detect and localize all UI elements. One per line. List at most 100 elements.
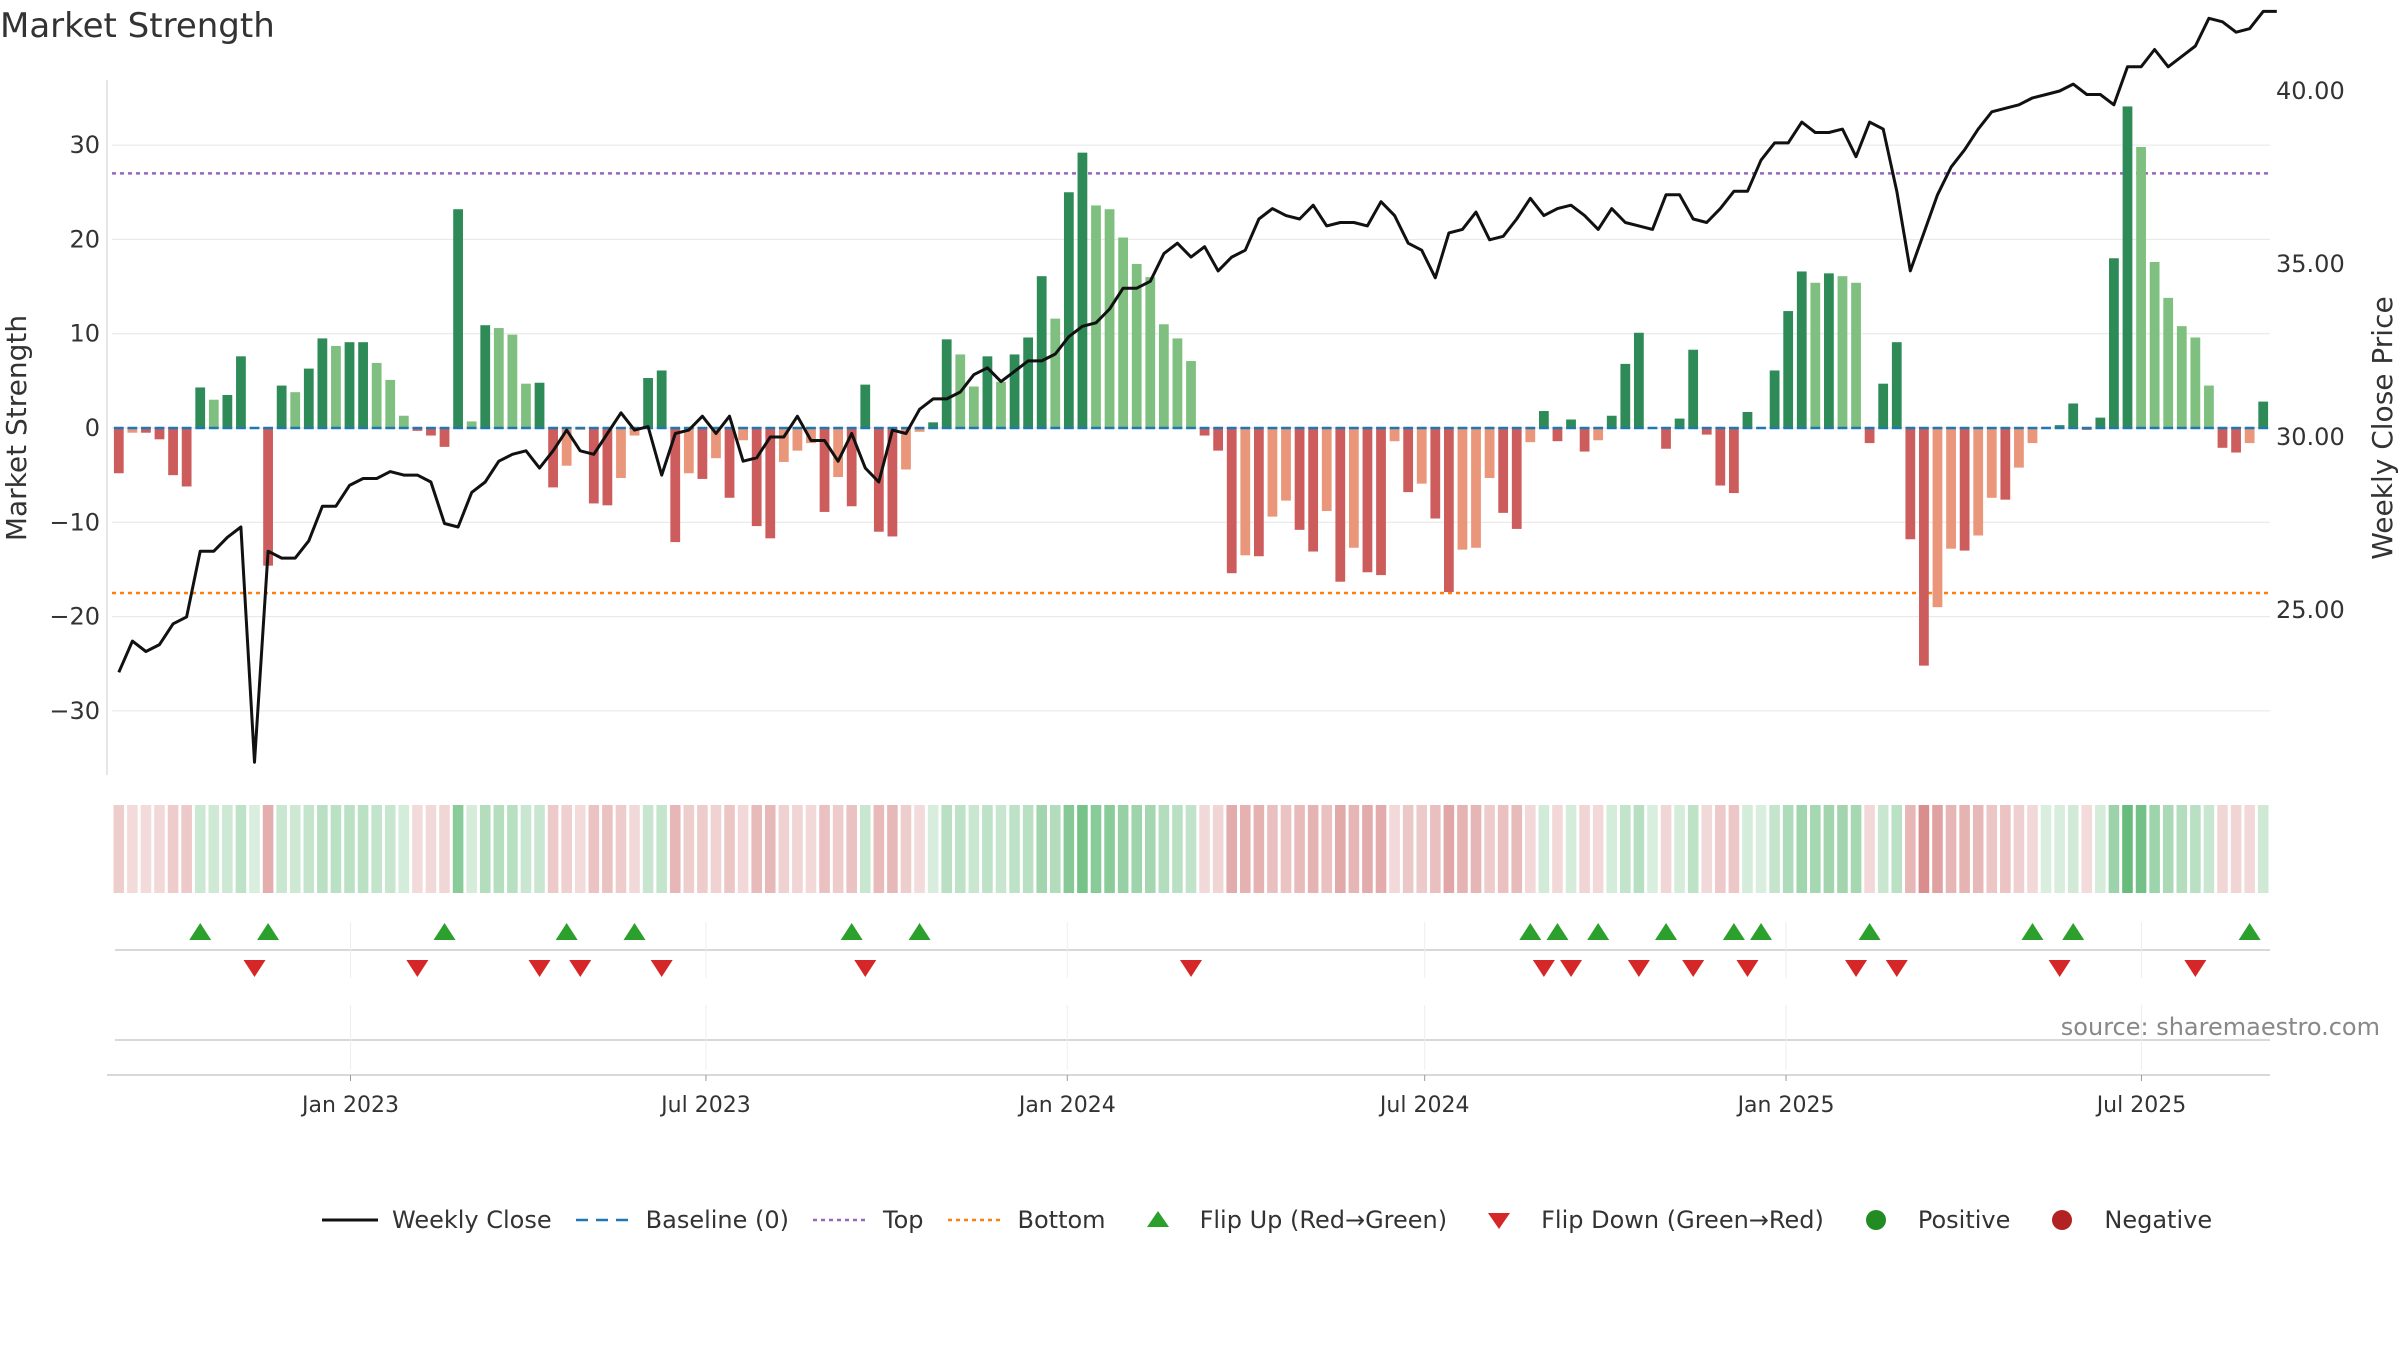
- heat-cell: [1674, 805, 1685, 893]
- strength-bar: [1715, 428, 1726, 486]
- heat-cell: [1226, 805, 1238, 893]
- strength-bar: [914, 428, 925, 432]
- heat-cell: [1267, 805, 1278, 893]
- strength-bar: [1810, 282, 1821, 428]
- strength-bar: [1919, 428, 1929, 666]
- heat-cell: [371, 805, 382, 893]
- heat-cell: [2190, 805, 2201, 893]
- flip-down-marker: [2048, 960, 2071, 977]
- strength-bar: [2068, 403, 2079, 428]
- flip-down-marker: [1560, 960, 1583, 977]
- flip-down-marker: [1180, 960, 1202, 977]
- strength-bar: [683, 428, 694, 474]
- flip-up-marker: [189, 923, 212, 940]
- flip-down-marker: [528, 960, 551, 977]
- flip-up-marker: [1519, 923, 1542, 940]
- x-tick-label: Jul 2023: [659, 1093, 751, 1118]
- x-tick-label: Jan 2025: [1736, 1093, 1835, 1118]
- legend-item: Flip Down (Green→Red): [1469, 1206, 1824, 1234]
- heat-cell: [1294, 805, 1305, 893]
- strength-bar: [968, 386, 979, 428]
- heat-cell: [1592, 805, 1604, 893]
- heat-cell: [1986, 805, 1998, 893]
- x-tick-label: Jul 2024: [1378, 1093, 1470, 1118]
- strength-bar: [493, 328, 504, 428]
- heat-cell: [1864, 805, 1875, 893]
- y2-tick-label: 35.00: [2276, 250, 2345, 278]
- heat-cell: [1647, 805, 1658, 893]
- strength-bar: [1308, 428, 1319, 552]
- heat-cell: [330, 805, 342, 893]
- strength-bar: [507, 334, 518, 428]
- flip-up-marker: [1750, 923, 1773, 940]
- strength-bar: [1077, 152, 1088, 429]
- strength-bar: [996, 381, 1006, 428]
- heat-cell: [2122, 805, 2133, 893]
- strength-bar: [412, 428, 423, 431]
- heat-cell: [602, 805, 613, 893]
- heat-cell: [1620, 805, 1631, 893]
- strength-bar: [1783, 311, 1794, 428]
- strength-bar: [1851, 282, 1861, 428]
- legend-item: Bottom: [946, 1206, 1106, 1234]
- strength-bar: [1050, 318, 1061, 428]
- heat-cell: [303, 805, 315, 893]
- heat-cell: [2067, 805, 2079, 893]
- strength-bar: [1199, 428, 1210, 436]
- y-tick-label: 0: [85, 414, 100, 442]
- heat-cell: [344, 805, 355, 893]
- flip-down-marker: [854, 960, 877, 977]
- heat-cell: [1077, 805, 1088, 893]
- legend-label: Positive: [1917, 1206, 2011, 1234]
- strength-bar: [1932, 428, 1943, 608]
- flip-up-marker: [2238, 923, 2261, 940]
- legend-label: Flip Down (Green→Red): [1541, 1206, 1824, 1234]
- y-tick-label: −20: [49, 603, 100, 631]
- legend-label: Flip Up (Red→Green): [1199, 1206, 1448, 1234]
- strength-bar: [765, 428, 776, 539]
- heat-cell: [1470, 805, 1482, 893]
- heat-cell: [1253, 805, 1265, 893]
- heat-cell: [1905, 805, 1916, 893]
- heat-cell: [873, 805, 885, 893]
- chart-title: Market Strength: [0, 6, 275, 46]
- strength-bar: [1213, 428, 1224, 451]
- heat-cell: [900, 805, 912, 893]
- flip-down-marker: [406, 960, 429, 977]
- x-tick-label: Jul 2025: [2095, 1093, 2187, 1118]
- dotted-line-icon: [813, 1218, 870, 1222]
- heat-cell: [1552, 805, 1563, 893]
- strength-bar: [290, 392, 301, 428]
- heat-cell: [2027, 805, 2038, 893]
- heat-cell: [357, 805, 369, 893]
- strength-bar: [1036, 276, 1047, 428]
- strength-bar: [1905, 428, 1916, 540]
- strength-bar: [1484, 428, 1495, 478]
- strength-bar: [1172, 338, 1183, 428]
- y2-tick-label: 25.00: [2276, 596, 2345, 624]
- axes: −30 −20 −10 0 10 20 30 25.00 30.00 35.00 40.00 Mark…: [0, 77, 2399, 775]
- heat-cell: [2054, 805, 2065, 893]
- strength-bar: [1023, 337, 1034, 428]
- strength-bar: [2109, 258, 2119, 428]
- heat-cell: [276, 805, 287, 893]
- strength-bars: [113, 106, 2269, 666]
- legend-label: Baseline (0): [645, 1206, 790, 1234]
- flip-down-marker: [1845, 960, 1868, 977]
- legend-label: Top: [883, 1206, 924, 1234]
- heat-cell: [995, 805, 1007, 893]
- strength-bar: [1362, 428, 1373, 573]
- strength-bar: [1348, 428, 1359, 548]
- heat-cell: [2149, 805, 2160, 893]
- heat-cell: [1185, 805, 1197, 893]
- heat-cell: [1511, 805, 1523, 893]
- heat-cell: [1606, 805, 1618, 893]
- heat-cell: [1687, 805, 1699, 893]
- flip-up-marker: [908, 923, 931, 940]
- strength-bar: [1946, 428, 1956, 549]
- heat-cell: [1022, 805, 1034, 893]
- strength-heat-strip: [113, 805, 2269, 893]
- strength-bar: [1403, 428, 1414, 493]
- strength-bar: [1226, 428, 1237, 574]
- heat-cell: [1239, 805, 1251, 893]
